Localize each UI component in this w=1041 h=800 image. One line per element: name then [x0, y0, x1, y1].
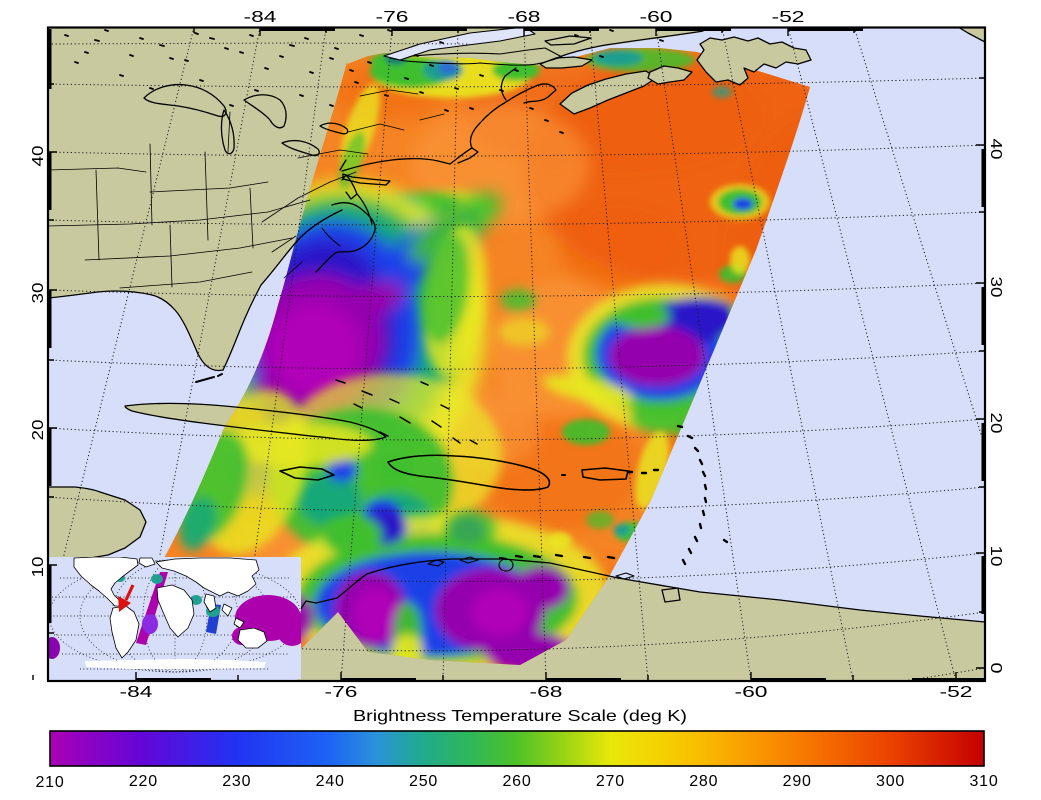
svg-text:-52: -52 [772, 9, 805, 26]
svg-text:260: 260 [502, 773, 531, 790]
svg-text:-84: -84 [244, 9, 277, 26]
svg-text:-76: -76 [376, 9, 409, 26]
svg-text:-84: -84 [120, 684, 153, 701]
svg-text:10: 10 [30, 556, 47, 577]
svg-text:30: 30 [30, 282, 47, 303]
svg-text:310: 310 [969, 773, 998, 790]
svg-text:270: 270 [596, 773, 625, 790]
svg-text:10: 10 [987, 546, 1004, 567]
svg-text:-60: -60 [640, 9, 673, 26]
svg-text:0: 0 [987, 663, 1004, 674]
svg-text:40: 40 [30, 145, 47, 166]
svg-text:20: 20 [30, 419, 47, 440]
svg-text:-60: -60 [735, 684, 768, 701]
svg-text:-76: -76 [325, 684, 358, 701]
svg-text:Brightness Temperature Scale (: Brightness Temperature Scale (deg K) [353, 708, 687, 725]
svg-text:220: 220 [129, 773, 158, 790]
svg-text:230: 230 [222, 773, 251, 790]
svg-text:-52: -52 [940, 684, 973, 701]
svg-text:-68: -68 [508, 9, 541, 26]
svg-text:240: 240 [316, 773, 345, 790]
svg-text:250: 250 [409, 773, 438, 790]
svg-text:-68: -68 [530, 684, 563, 701]
svg-text:300: 300 [876, 773, 905, 790]
svg-text:30: 30 [987, 277, 1004, 298]
svg-text:20: 20 [987, 413, 1004, 434]
svg-text:40: 40 [987, 139, 1004, 160]
svg-text:280: 280 [689, 773, 718, 790]
svg-text:210: 210 [35, 774, 64, 791]
svg-text:290: 290 [783, 773, 812, 790]
